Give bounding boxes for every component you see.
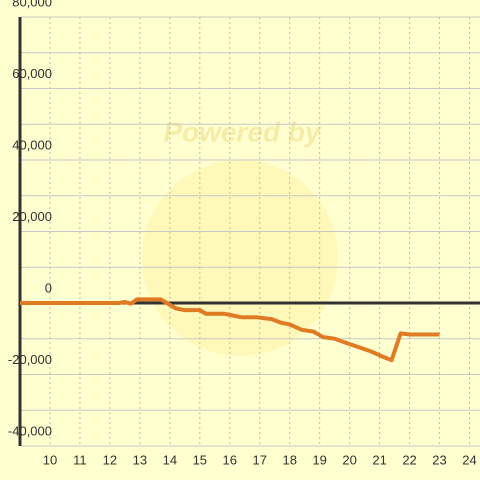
x-tick-label: 21	[372, 452, 386, 467]
x-tick-label: 12	[103, 452, 117, 467]
x-tick-label: 20	[342, 452, 356, 467]
x-tick-label: 16	[223, 452, 237, 467]
x-tick-label: 18	[282, 452, 296, 467]
data-line	[20, 297, 440, 363]
watermark: Powered by	[163, 116, 322, 147]
x-tick-label: 10	[43, 452, 57, 467]
x-tick-label: 13	[133, 452, 147, 467]
y-tick-label: -40,000	[8, 423, 52, 438]
y-tick-label: 40,000	[12, 137, 52, 152]
x-tick-label: 19	[312, 452, 326, 467]
watermark-logo	[142, 160, 338, 356]
x-tick-label: 23	[432, 452, 446, 467]
y-tick-label: -20,000	[8, 352, 52, 367]
x-tick-label: 15	[193, 452, 207, 467]
y-tick-label: 80,000	[12, 0, 52, 9]
x-tick-label: 22	[402, 452, 416, 467]
x-tick-label: 24	[462, 452, 476, 467]
y-tick-label: 0	[45, 280, 52, 295]
y-tick-label: 60,000	[12, 66, 52, 81]
x-tick-label: 17	[253, 452, 267, 467]
x-tick-label: 14	[163, 452, 177, 467]
x-tick-label: 11	[73, 452, 87, 467]
y-tick-label: 20,000	[12, 209, 52, 224]
